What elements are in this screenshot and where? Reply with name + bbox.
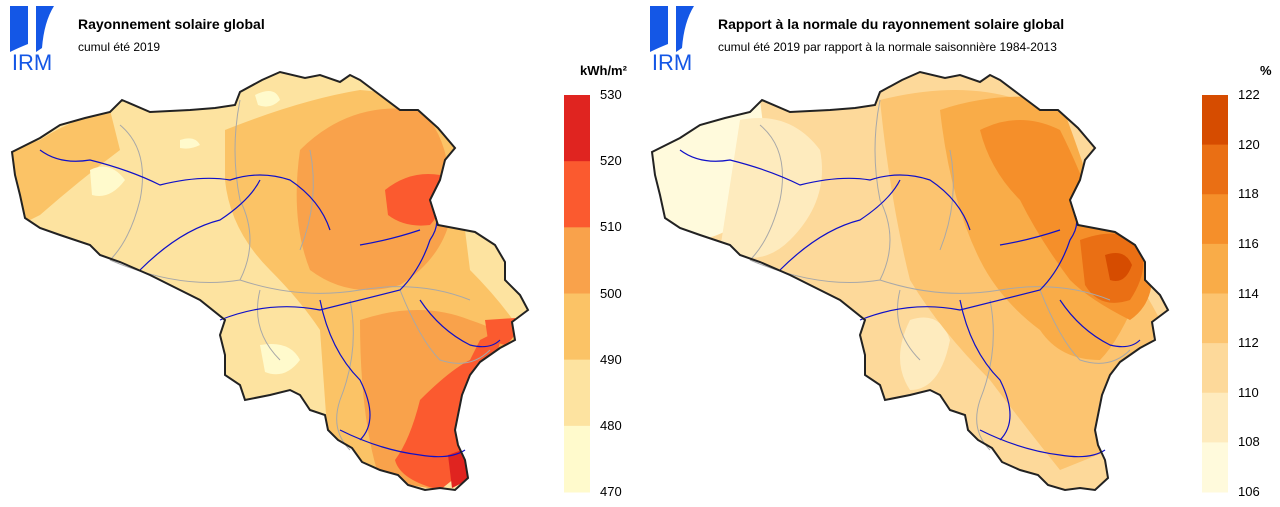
legend-tick-label: 510 [600,219,622,235]
map-subtitle: cumul été 2019 [78,40,161,54]
legend-bin [1202,392,1228,443]
legend-bin [1202,293,1228,344]
legend-tick-label: 120 [1238,136,1260,152]
legend-bin [1202,144,1228,195]
legend-bin [564,95,590,162]
zone-510-520 [485,318,517,345]
legend-bin [1202,95,1228,146]
legend-tick-label: 480 [600,417,622,433]
panel-ratio-to-normal: IRM Rapport à la normale du rayonnement … [640,0,1280,507]
irm-logo: IRM [10,6,54,74]
legend-bin [1202,194,1228,245]
legend-bin [1202,442,1228,493]
ratio-zones [652,72,1168,490]
country-border [10,70,530,492]
color-legend [564,95,590,493]
country-border [650,70,1170,492]
map-title: Rapport à la normale du rayonnement sola… [718,16,1065,32]
legend-tick-label: 470 [600,484,622,499]
zone-108-110 [720,118,822,258]
irm-logo: IRM [650,6,694,74]
legend-tick-label: 530 [600,87,622,102]
legend-tick-label: 520 [600,153,622,169]
zone-470-480 [255,91,280,107]
zone-470-480 [180,138,200,149]
zone-470-480 [90,166,125,196]
belgium-map [650,70,1170,492]
color-legend [1202,95,1228,493]
legend-bin [1202,343,1228,394]
legend-tick-label: 108 [1238,434,1260,450]
legend-unit: kWh/m² [580,63,627,78]
zone-490-500 [12,110,120,225]
legend-tick-label: 106 [1238,484,1260,499]
rivers [39,149,501,458]
legend-bin [564,227,590,294]
radiation-zones [12,72,528,490]
logo-text: IRM [12,50,52,74]
map-subtitle: cumul été 2019 par rapport à la normale … [718,40,1057,54]
legend-tick-label: 110 [1238,384,1259,400]
map-title: Rayonnement solaire global [78,16,265,32]
province-borders [749,99,1131,451]
legend-bin [564,293,590,361]
zone-108-110 [900,317,950,390]
legend-tick-label: 122 [1238,87,1260,102]
legend-bin [564,161,590,228]
zone-510-520 [385,174,442,226]
legend-bin [564,359,590,427]
legend-tick-label: 114 [1238,285,1259,301]
zone-120-122 [1105,252,1132,281]
legend-unit: % [1260,63,1272,78]
legend-bin [1202,243,1228,294]
legend-tick-label: 500 [600,285,622,301]
zone-470-480 [260,344,300,375]
rivers [679,149,1141,458]
panel-solar-radiation: IRM Rayonnement solaire global cumul été… [10,6,627,499]
legend-tick-label: 116 [1238,235,1259,251]
zone-490-500 [230,177,250,209]
zone-500-510 [296,108,451,290]
legend-tick-label: 112 [1238,335,1259,351]
belgium-map [10,70,530,492]
logo-text: IRM [652,50,692,74]
legend-bin [564,425,590,493]
legend-tick-label: 118 [1238,186,1259,202]
legend-tick-label: 490 [600,351,622,367]
zone-520-530 [448,450,468,488]
